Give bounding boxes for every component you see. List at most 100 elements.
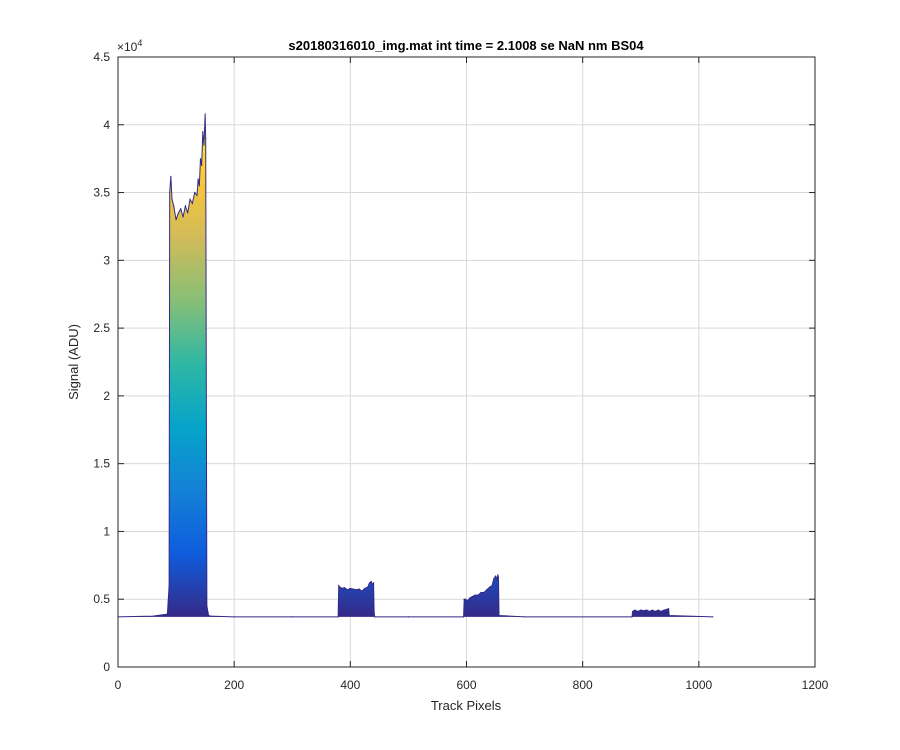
- signal-point: [210, 615, 212, 617]
- x-tick-label: 1200: [802, 678, 829, 692]
- signal-point: [643, 610, 645, 612]
- signal-point: [339, 586, 341, 588]
- signal-point: [469, 597, 471, 599]
- signal-point: [199, 158, 202, 160]
- y-axis-exponent: ×104: [117, 38, 142, 54]
- x-tick-label: 200: [224, 678, 244, 692]
- signal-point: [494, 575, 497, 577]
- signal-point: [483, 591, 485, 594]
- signal-point: [194, 191, 196, 194]
- signal-point: [634, 609, 636, 611]
- signal-point: [173, 205, 175, 207]
- signal-point: [355, 589, 357, 591]
- signal-point: [463, 616, 465, 618]
- signal-point: [341, 587, 343, 589]
- signal-point: [374, 616, 376, 618]
- signal-point: [343, 587, 346, 589]
- signal-point: [367, 586, 369, 588]
- signal-point: [171, 198, 173, 200]
- signal-point: [201, 164, 203, 167]
- signal-point: [637, 610, 639, 613]
- signal-point: [189, 198, 191, 200]
- signal-point: [471, 595, 473, 598]
- chart-title: s20180316010_img.mat int time = 2.1008 s…: [288, 38, 644, 53]
- signal-point: [206, 605, 208, 607]
- signal-point: [407, 616, 410, 618]
- signal-point: [373, 612, 375, 614]
- signal-point: [660, 610, 662, 613]
- signal-point: [663, 609, 665, 611]
- signal-point: [364, 587, 366, 589]
- x-tick-label: 800: [573, 678, 593, 692]
- signal-point: [372, 582, 375, 584]
- signal-point: [182, 216, 184, 218]
- signal-point: [631, 616, 633, 618]
- x-tick-label: 600: [456, 678, 476, 692]
- signal-point: [474, 594, 476, 596]
- signal-point: [496, 578, 498, 580]
- y-tick-label: 2.5: [93, 321, 110, 335]
- y-tick-label: 3.5: [93, 186, 110, 200]
- y-tick-label: 4: [103, 118, 110, 132]
- signal-point: [198, 185, 200, 187]
- x-axis-ticks: 0 200 400 600 800 1000 1200: [115, 57, 829, 692]
- signal-point: [152, 615, 154, 617]
- signal-point: [358, 588, 360, 590]
- signal-point: [668, 614, 670, 617]
- signal-point: [477, 594, 479, 596]
- signal-point: [180, 208, 182, 210]
- signal-point: [371, 583, 373, 585]
- signal-point: [480, 591, 482, 594]
- signal-point: [168, 585, 170, 587]
- signal-point: [205, 137, 207, 139]
- signal-point: [463, 598, 465, 600]
- signal-point: [291, 616, 293, 618]
- signal-point: [202, 130, 204, 133]
- signal-point: [370, 581, 372, 583]
- signal-point: [668, 608, 670, 610]
- signal-point: [523, 616, 526, 618]
- signal-point: [346, 589, 349, 591]
- signal-point: [204, 113, 206, 115]
- y-tick-label: 1.5: [93, 457, 110, 471]
- signal-point: [361, 590, 363, 592]
- signal-point: [352, 588, 354, 590]
- signal-point: [712, 616, 714, 618]
- signal-point: [169, 191, 171, 194]
- signal-point: [233, 616, 235, 618]
- signal-area: [118, 113, 713, 617]
- signal-line: [117, 113, 713, 618]
- signal-point: [486, 589, 488, 591]
- y-tick-label: 1: [103, 524, 110, 538]
- signal-point: [640, 609, 642, 611]
- signal-point: [349, 587, 351, 589]
- y-tick-label: 0.5: [93, 592, 110, 606]
- signal-point: [464, 598, 466, 600]
- signal-point: [632, 610, 634, 613]
- signal-point: [196, 194, 198, 196]
- signal-point: [337, 616, 339, 618]
- y-tick-label: 2: [103, 389, 110, 403]
- signal-point: [497, 576, 500, 579]
- signal-point: [338, 585, 340, 587]
- x-tick-label: 0: [115, 678, 122, 692]
- signal-point: [191, 202, 193, 204]
- y-tick-label: 4.5: [93, 50, 110, 64]
- signal-point: [197, 178, 199, 180]
- signal-point: [187, 212, 189, 214]
- signal-point: [177, 212, 180, 214]
- signal-point: [654, 610, 656, 613]
- y-axis-label: Signal (ADU): [66, 324, 81, 400]
- signal-point: [493, 578, 495, 580]
- signal-point: [208, 614, 210, 617]
- y-tick-label: 3: [103, 253, 110, 267]
- signal-point: [648, 610, 651, 613]
- signal-point: [498, 614, 500, 617]
- y-axis-ticks: 0 0.5 1 1.5 2 2.5 3 3.5 4 4.5: [93, 50, 815, 674]
- signal-point: [666, 608, 668, 610]
- signal-point: [175, 219, 177, 221]
- signal-point: [203, 144, 205, 146]
- signal-point: [368, 582, 371, 584]
- x-axis-label: Track Pixels: [431, 698, 502, 713]
- x-tick-label: 1000: [685, 678, 712, 692]
